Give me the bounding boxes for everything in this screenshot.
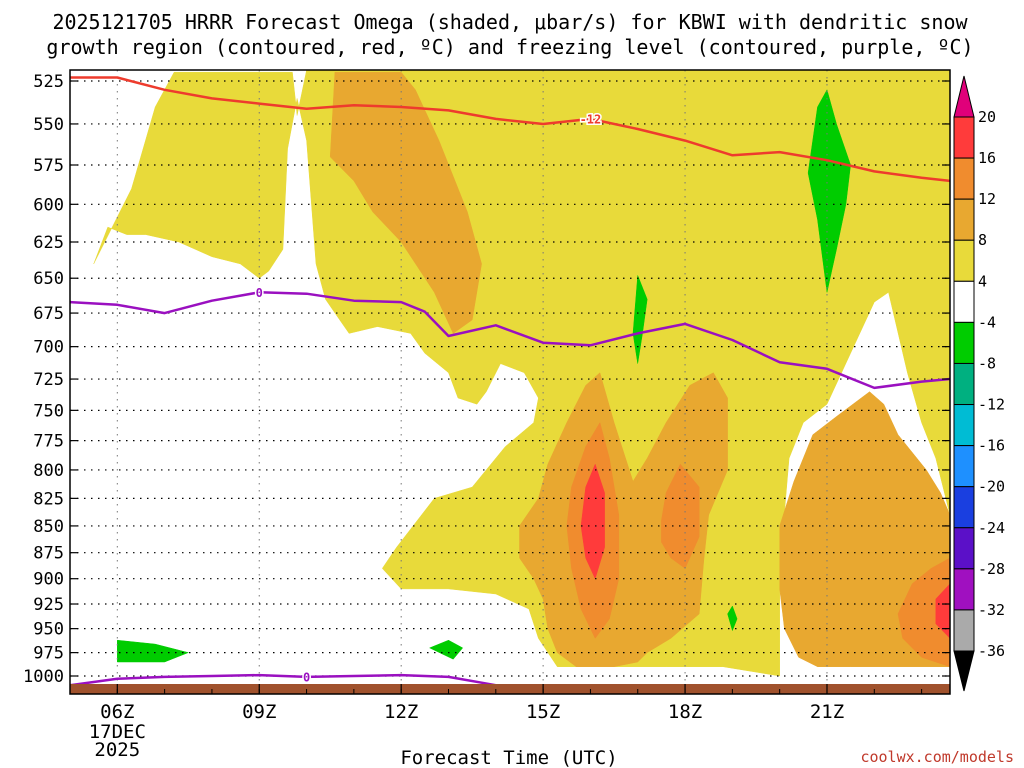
colorbar-label: -12 [978, 396, 1005, 414]
y-tick-label: 650 [33, 269, 64, 289]
colorbar-label: -4 [978, 313, 996, 331]
x-tick-label: 21Z [810, 701, 844, 723]
credit-text: coolwx.com/models [860, 748, 1014, 766]
omega-region [428, 639, 464, 660]
colorbar-top-triangle [953, 75, 975, 118]
omega-region [807, 89, 851, 293]
y-tick-label: 925 [33, 595, 64, 615]
y-tick-label: 825 [33, 489, 64, 509]
colorbar-label: 16 [978, 149, 996, 167]
colorbar-swatch [953, 116, 975, 159]
chart-title-line1: 2025121705 HRRR Forecast Omega (shaded, … [52, 10, 968, 34]
omega-region [580, 463, 605, 580]
colorbar-swatch [953, 198, 975, 241]
x-tick-label: 06Z [100, 701, 134, 723]
contour-lines: -12 0 0 [69, 76, 951, 687]
colorbar-label: 20 [978, 108, 996, 126]
plot-frame [69, 69, 951, 695]
freezing-level-line [69, 291, 951, 390]
colorbar-label: -28 [978, 560, 1005, 578]
omega-region [727, 605, 738, 632]
freezing-level-line-label: 0 [303, 670, 310, 684]
y-tick-label: 575 [33, 156, 64, 176]
y-tick-label: 950 [33, 620, 64, 640]
y-axis: 525 550 575 600 625 650 675 700 725 750 775 800 825 8… [23, 72, 950, 687]
omega-region [661, 463, 700, 569]
ground-surface [70, 684, 950, 694]
y-tick-label: 675 [33, 304, 64, 324]
freezing-level-line [69, 673, 497, 687]
colorbar-swatch [953, 527, 975, 570]
y-tick-label: 875 [33, 544, 64, 564]
colorbar-swatch [953, 280, 975, 323]
colorbar-swatch [953, 404, 975, 447]
y-tick-label: 750 [33, 401, 64, 421]
x-tick-label: 18Z [668, 701, 702, 723]
y-tick-label: 600 [33, 195, 64, 215]
omega-region [93, 69, 951, 677]
y-tick-label: 850 [33, 517, 64, 537]
omega-region [329, 71, 482, 334]
omega-shading [93, 69, 951, 677]
colorbar-label: 12 [978, 190, 996, 208]
date-label-day: 17DEC [89, 721, 146, 743]
chart-title-line2: growth region (contoured, red, ºC) and f… [46, 35, 973, 59]
x-axis: 06Z 09Z 12Z 15Z 18Z 21Z 2025 [69, 684, 923, 761]
colorbar-bottom-triangle [953, 650, 975, 692]
x-tick-label: 15Z [526, 701, 560, 723]
y-tick-label: 700 [33, 338, 64, 358]
omega-region [632, 275, 648, 364]
colorbar-label: -36 [978, 642, 1005, 660]
dgz-contour-line-label: -12 [580, 112, 602, 126]
y-tick-label: 975 [33, 644, 64, 664]
colorbar-label: -24 [978, 519, 1005, 537]
omega-region [117, 639, 190, 663]
dgz-contour-line [70, 76, 951, 183]
y-tick-label: 525 [33, 72, 64, 92]
x-tick-label: 12Z [384, 701, 418, 723]
colorbar-label: -32 [978, 601, 1005, 619]
colorbar-label: -20 [978, 478, 1005, 496]
colorbar-label: 8 [978, 231, 987, 249]
colorbar-label: -8 [978, 354, 996, 372]
omega-region [519, 372, 728, 667]
colorbar-label: 4 [978, 272, 987, 290]
freezing-level-line-label: 0 [256, 286, 263, 300]
colorbar-swatch [953, 362, 975, 406]
date-label-year: 2025 [94, 739, 140, 761]
y-tick-label: 625 [33, 233, 64, 253]
y-tick-label: 550 [33, 115, 64, 135]
x-tick-label: 09Z [242, 701, 276, 723]
colorbar-swatch [953, 568, 975, 611]
colorbar-swatch [953, 157, 975, 200]
omega-region [897, 557, 951, 668]
y-tick-label: 725 [33, 370, 64, 390]
y-tick-label: 1000 [23, 667, 64, 687]
y-tick-label: 800 [33, 461, 64, 481]
colorbar-swatch [953, 609, 975, 652]
y-tick-label: 900 [33, 570, 64, 590]
colorbar-swatch [953, 239, 975, 282]
colorbar: 20 16 12 8 4 -4 -8 -12 -16 -20 -24 -28 -32 -36 [953, 75, 1005, 692]
colorbar-swatch [953, 486, 975, 529]
y-tick-label: 775 [33, 432, 64, 452]
colorbar-swatch [953, 445, 975, 488]
colorbar-swatch [953, 321, 975, 364]
x-axis-label: Forecast Time (UTC) [400, 747, 617, 768]
colorbar-label: -16 [978, 437, 1005, 455]
